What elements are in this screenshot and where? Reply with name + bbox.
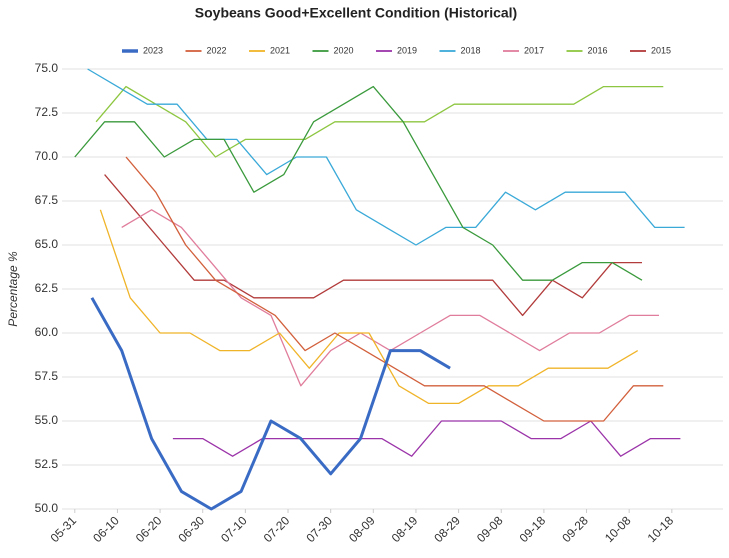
x-tick-label: 08-19 bbox=[389, 513, 421, 545]
x-tick-label: 08-29 bbox=[431, 513, 463, 545]
x-tick-label: 07-10 bbox=[218, 513, 250, 545]
legend-label: 2018 bbox=[461, 45, 481, 55]
series-line bbox=[99, 209, 639, 405]
series-line bbox=[172, 420, 681, 457]
y-tick-label: 72.5 bbox=[35, 105, 59, 119]
series-line bbox=[121, 209, 659, 387]
y-tick-label: 60.0 bbox=[35, 325, 59, 339]
x-tick-label: 08-09 bbox=[346, 513, 378, 545]
x-tick-label: 09-08 bbox=[474, 513, 506, 545]
legend-label: 2023 bbox=[143, 45, 163, 55]
y-tick-label: 67.5 bbox=[35, 193, 59, 207]
x-tick-label: 05-31 bbox=[48, 513, 80, 545]
series-line bbox=[125, 156, 664, 422]
x-tick-label: 09-28 bbox=[559, 513, 591, 545]
x-tick-label: 06-20 bbox=[133, 513, 165, 545]
legend-label: 2019 bbox=[397, 45, 417, 55]
y-tick-label: 62.5 bbox=[35, 281, 59, 295]
y-tick-label: 75.0 bbox=[35, 61, 59, 75]
chart-title: Soybeans Good+Excellent Condition (Histo… bbox=[195, 5, 517, 21]
x-tick-label: 07-30 bbox=[303, 513, 335, 545]
x-tick-label: 10-18 bbox=[645, 513, 677, 545]
series-line bbox=[87, 68, 685, 246]
y-tick-label: 52.5 bbox=[35, 457, 59, 471]
legend-label: 2022 bbox=[207, 45, 227, 55]
x-tick-label: 07-20 bbox=[261, 513, 293, 545]
y-tick-label: 70.0 bbox=[35, 149, 59, 163]
x-tick-label: 06-30 bbox=[175, 513, 207, 545]
y-tick-label: 57.5 bbox=[35, 369, 59, 383]
x-tick-label: 10-08 bbox=[602, 513, 634, 545]
legend-label: 2017 bbox=[524, 45, 544, 55]
x-tick-label: 06-10 bbox=[90, 513, 122, 545]
series-line bbox=[90, 297, 451, 511]
y-tick-label: 65.0 bbox=[35, 237, 59, 251]
legend-label: 2021 bbox=[270, 45, 290, 55]
y-tick-label: 55.0 bbox=[35, 413, 59, 427]
y-tick-label: 50.0 bbox=[35, 501, 59, 515]
legend-label: 2016 bbox=[588, 45, 608, 55]
series-line bbox=[95, 85, 664, 158]
series-line bbox=[74, 85, 643, 281]
legend-label: 2020 bbox=[334, 45, 354, 55]
legend-label: 2015 bbox=[651, 45, 671, 55]
x-tick-label: 09-18 bbox=[517, 513, 549, 545]
y-axis-title: Percentage % bbox=[6, 251, 20, 327]
